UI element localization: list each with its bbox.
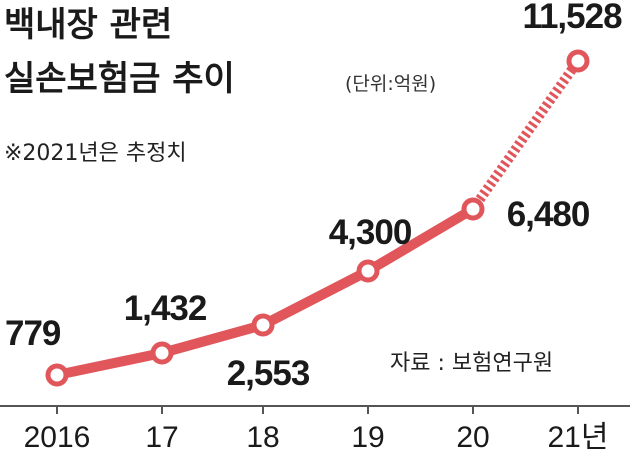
data-label: 4,300 bbox=[329, 213, 412, 252]
estimate-note: ※2021년은 추정치 bbox=[4, 141, 187, 166]
x-tick-label: 17 bbox=[145, 421, 178, 454]
data-label: 11,528 bbox=[522, 0, 622, 36]
data-point bbox=[356, 259, 380, 283]
data-point bbox=[150, 341, 174, 365]
chart-title-line1: 백내장 관련 bbox=[4, 5, 172, 45]
data-label: 2,553 bbox=[227, 354, 310, 393]
data-point bbox=[461, 197, 485, 221]
data-label: 779 bbox=[5, 314, 61, 353]
data-label: 1,432 bbox=[124, 289, 207, 328]
x-tick-label: 19 bbox=[351, 421, 384, 454]
source-label: 자료 : 보험연구원 bbox=[390, 351, 553, 376]
unit-label: (단위:억원) bbox=[345, 73, 436, 95]
data-label: 6,480 bbox=[507, 195, 590, 234]
x-tick-label: 18 bbox=[246, 421, 279, 454]
x-tick-label: 21년 bbox=[548, 421, 609, 454]
chart-title-line2: 실손보험금 추이 bbox=[4, 59, 235, 99]
data-point bbox=[45, 363, 69, 387]
x-tick-label: 2016 bbox=[24, 421, 91, 454]
x-tick-label: 20 bbox=[456, 421, 489, 454]
data-point bbox=[566, 49, 590, 73]
data-point bbox=[251, 313, 275, 337]
series-line-estimate bbox=[468, 58, 583, 212]
